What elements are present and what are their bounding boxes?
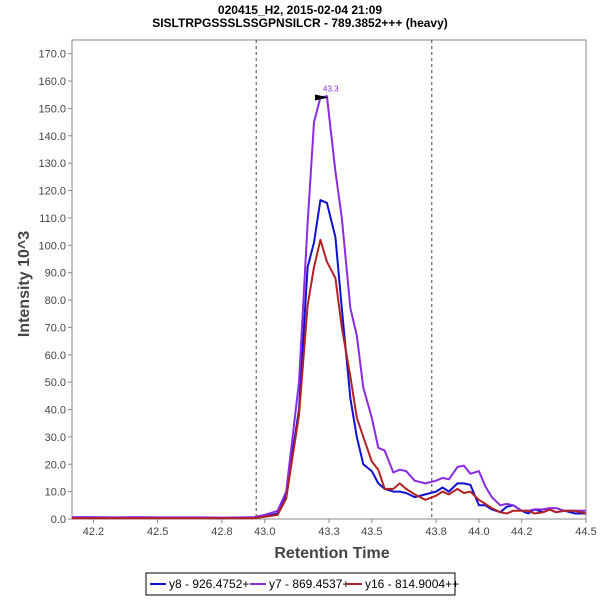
x-tick-label: 42.5 <box>147 526 168 538</box>
y-tick-label: 60.0 <box>45 350 66 362</box>
x-tick-label: 43.3 <box>318 526 339 538</box>
x-axis-label: Retention Time <box>274 545 389 562</box>
y-axis-label: Intensity 10^3 <box>16 231 33 337</box>
x-tick-label: 43.8 <box>425 526 446 538</box>
y-tick-label: 110.0 <box>39 213 66 225</box>
y-tick-label: 70.0 <box>45 322 66 334</box>
y-tick-label: 120.0 <box>38 186 66 198</box>
legend-entry-label: y7 - 869.4537+ <box>269 577 349 591</box>
legend-box <box>145 572 456 596</box>
chart-title: 020415_H2, 2015-02-04 21:09 <box>218 3 382 17</box>
legend: y8 - 926.4752+ y7 - 869.4537+ y16 - 814.90… <box>145 572 459 596</box>
y-tick-label: 150.0 <box>38 103 66 115</box>
x-tick-label: 42.8 <box>211 526 232 538</box>
series-line-3 <box>72 238 587 520</box>
y-tick-label: 170.0 <box>38 49 66 61</box>
y-tick-label: 80.0 <box>45 295 66 307</box>
y-tick-label: 20.0 <box>45 459 66 471</box>
y-tick-label: 90.0 <box>45 268 66 280</box>
x-tick-label: 43.5 <box>361 526 382 538</box>
y-tick-label: 10.0 <box>45 487 66 499</box>
x-tick-label: 42.2 <box>83 526 104 538</box>
peak-annotation-label: 43.3 <box>323 84 339 93</box>
x-tick-label: 44.5 <box>575 526 596 538</box>
y-tick-label: 100.0 <box>38 240 66 252</box>
x-tick-label: 43.0 <box>254 526 275 538</box>
y-tick-label: 40.0 <box>45 405 66 417</box>
x-tick-label: 44.2 <box>511 526 532 538</box>
y-tick-label: 50.0 <box>45 377 66 389</box>
legend-entry-label: y16 - 814.9004++ <box>365 577 459 591</box>
y-tick-label: 130.0 <box>38 158 66 170</box>
chart-subtitle: SISLTRPGSSSLSSGPNSILCR - 789.3852+++ (he… <box>152 16 448 30</box>
x-tick-label: 44.0 <box>468 526 489 538</box>
legend-entry-label: y8 - 926.4752+ <box>169 577 249 591</box>
y-tick-label: 140.0 <box>38 131 66 143</box>
peak-marker-arrow <box>315 94 329 101</box>
y-tick-label: 160.0 <box>38 76 66 88</box>
y-tick-label: 0.0 <box>51 514 66 526</box>
y-tick-label: 30.0 <box>45 432 66 444</box>
